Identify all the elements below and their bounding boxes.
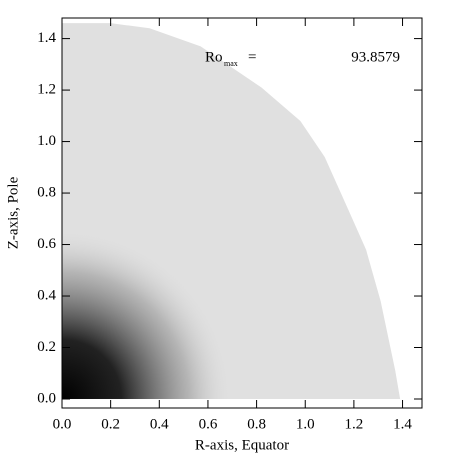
- x-tick-label: 0.2: [101, 416, 120, 432]
- frame: [61, 17, 423, 409]
- x-tick-label: 0.8: [247, 416, 266, 432]
- y-tick-label: 0.6: [37, 236, 56, 252]
- x-tick-label: 0.6: [199, 416, 218, 432]
- annotation-sign: =: [248, 49, 256, 65]
- y-tick-label: 0.4: [37, 287, 56, 303]
- y-tick-label: 0.0: [37, 390, 56, 406]
- x-tick-label: 1.4: [393, 416, 412, 432]
- core-shading: [62, 228, 232, 399]
- x-tick-label: 0.4: [150, 416, 169, 432]
- y-tick-label: 1.2: [37, 82, 56, 98]
- x-axis-label: R-axis, Equator: [195, 437, 289, 453]
- x-tick-label: 1.0: [296, 416, 315, 432]
- y-axis-label: Z-axis, Pole: [5, 176, 21, 249]
- y-tick-label: 1.0: [37, 133, 56, 149]
- y-tick-label: 0.8: [37, 184, 56, 200]
- x-tick-label: 0.0: [53, 416, 72, 432]
- annotation-subscript: max: [224, 59, 238, 68]
- annotation-label: Ro: [205, 49, 223, 65]
- x-tick-label: 1.2: [345, 416, 364, 432]
- y-tick-label: 1.4: [37, 30, 56, 46]
- y-tick-label: 0.2: [37, 339, 56, 355]
- plot-area: [62, 23, 401, 399]
- annotation-value: 93.8579: [351, 49, 400, 65]
